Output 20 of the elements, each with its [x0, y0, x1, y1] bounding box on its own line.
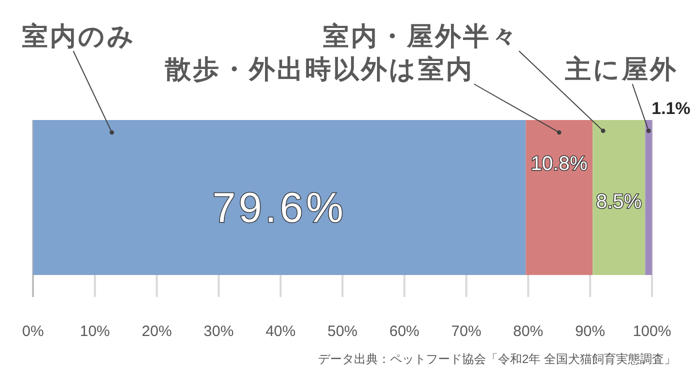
- x-tick-label: 40%: [266, 323, 296, 340]
- x-tick-label: 20%: [142, 323, 172, 340]
- x-tick-label: 100%: [632, 323, 672, 340]
- x-tick-label: 0%: [22, 323, 44, 340]
- x-tick-label: 90%: [575, 323, 606, 340]
- x-tick-label: 30%: [204, 323, 234, 340]
- x-tick-label: 50%: [327, 323, 358, 340]
- x-tick-label: 80%: [513, 323, 544, 340]
- x-tick-label: 10%: [80, 323, 110, 340]
- text: データ出典：ペットフード協会「令和2年 全国犬猫飼育実態調査」: [318, 352, 676, 366]
- x-tick-label: 70%: [451, 323, 482, 340]
- x-tick-label: 60%: [389, 323, 420, 340]
- data-label: 79.6%: [212, 184, 346, 231]
- data-label: 1.1%: [652, 99, 690, 118]
- data-label: 8.5%: [596, 191, 642, 213]
- text: 室内・屋外半々: [323, 21, 519, 51]
- text: 室内のみ: [22, 21, 136, 51]
- text: 散歩・外出時以外は室内: [164, 54, 474, 84]
- series-label: 主に屋外: [564, 54, 678, 84]
- data-label: 10.8%: [530, 153, 588, 175]
